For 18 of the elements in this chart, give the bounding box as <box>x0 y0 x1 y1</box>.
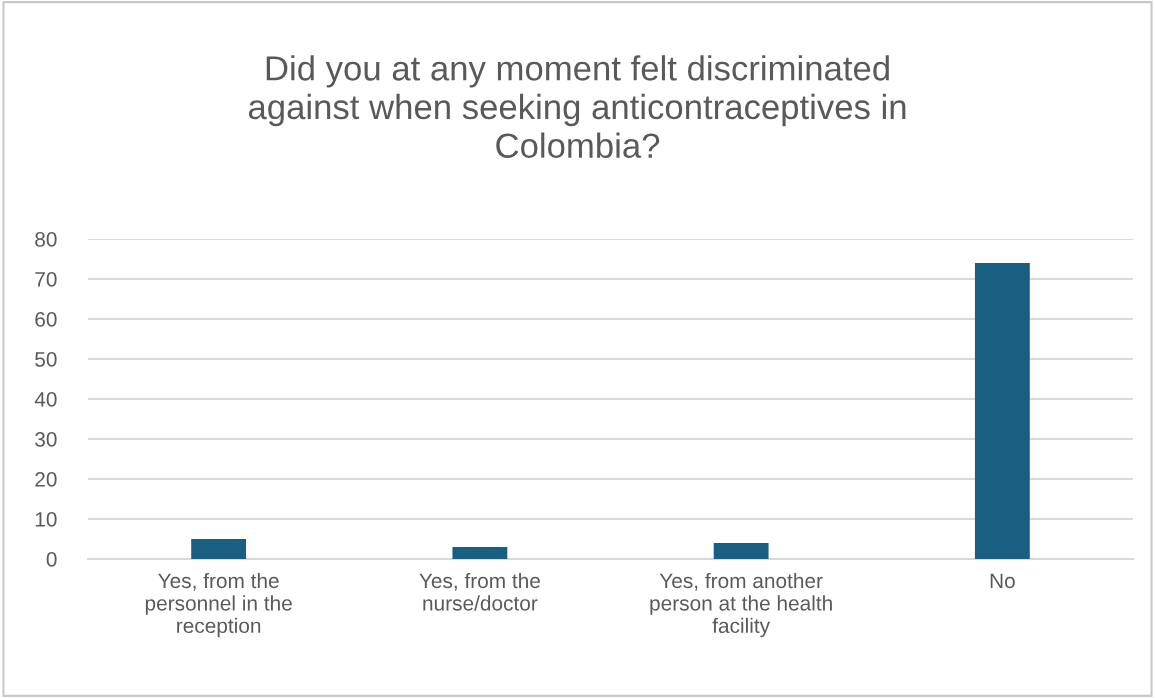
chart-title: Did you at any moment felt discriminated against when seeking anticontraceptives in Colombia? <box>248 55 906 158</box>
y-tick-label: 0 <box>46 552 57 567</box>
x-tick-label: No <box>990 573 1015 589</box>
bar <box>974 263 1030 559</box>
bar <box>191 539 247 559</box>
y-tick-label: 50 <box>35 352 57 367</box>
y-tick-label: 60 <box>35 312 57 327</box>
y-tick-label: 80 <box>35 232 57 247</box>
y-tick-label: 30 <box>35 432 57 447</box>
x-tick-label: Yes, from another person at the health facility <box>650 572 832 638</box>
y-tick-label: 40 <box>34 392 57 407</box>
y-tick-label: 70 <box>35 272 57 287</box>
y-tick-label: 20 <box>35 472 57 487</box>
y-tick-label: 10 <box>35 512 57 527</box>
x-tick-label: Yes, from the personnel in the reception <box>145 572 292 638</box>
bar <box>713 543 769 559</box>
bar <box>452 547 508 559</box>
x-tick-label: Yes, from the nurse/doctor <box>419 572 540 611</box>
